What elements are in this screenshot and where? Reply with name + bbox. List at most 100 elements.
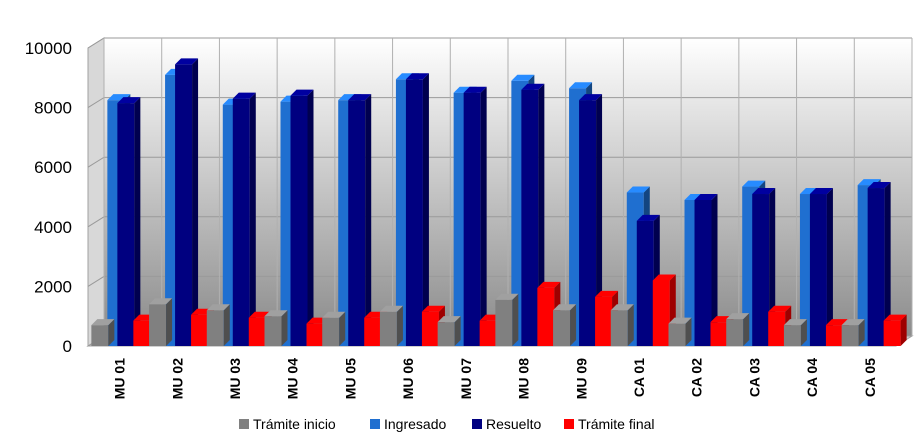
bar-front: [768, 311, 786, 346]
bar-resuelto-ca-03: [752, 188, 776, 346]
bar-tr-mite-inicio-ca-03: [726, 313, 750, 346]
legend-label: Resuelto: [486, 416, 541, 432]
bar-top: [668, 317, 692, 324]
bar-tr-mite-inicio-mu-02: [149, 298, 173, 346]
bar-front: [149, 304, 167, 346]
bar-tr-mite-inicio-ca-04: [783, 319, 807, 346]
bar-front: [248, 317, 266, 346]
bar-top: [579, 94, 603, 101]
bar-resuelto-ca-04: [809, 188, 833, 346]
bar-top: [809, 188, 833, 195]
bar-front: [264, 316, 282, 346]
x-tick-label: MU 09: [573, 358, 589, 399]
x-tick-label: MU 05: [342, 358, 358, 399]
bar-side: [800, 319, 807, 346]
legend-item: Trámite inicio: [239, 416, 336, 432]
legend-label: Ingresado: [384, 416, 446, 432]
bar-side: [422, 73, 429, 346]
bar-top: [595, 290, 619, 297]
y-tick-label: 0: [63, 337, 72, 356]
bar-top: [752, 188, 776, 195]
bar-top: [437, 316, 461, 323]
bar-front: [841, 325, 859, 346]
y-tick-label: 4000: [34, 218, 72, 237]
legend-swatch: [472, 419, 482, 429]
bar-front: [652, 280, 670, 346]
bar-front: [495, 299, 513, 346]
bar-resuelto-mu-05: [348, 94, 372, 347]
bar-tr-mite-inicio-mu-08: [495, 293, 519, 346]
bar-top: [348, 94, 372, 101]
bar-tr-mite-inicio-mu-07: [437, 316, 461, 346]
bar-tr-mite-final-ca-01: [652, 274, 676, 346]
bar-front: [610, 310, 628, 346]
bar-side: [281, 310, 288, 346]
bar-tr-mite-inicio-mu-03: [206, 304, 230, 346]
bar-top: [206, 304, 230, 311]
legend-item: Trámite final: [564, 416, 655, 432]
bar-tr-mite-inicio-ca-02: [668, 317, 692, 346]
bar-side: [627, 304, 634, 346]
bar-front: [306, 323, 324, 346]
bar-tr-mite-inicio-mu-01: [91, 319, 115, 346]
bar-front: [595, 296, 613, 346]
bar-side: [480, 86, 487, 346]
bar-side: [884, 182, 891, 346]
bar-side: [711, 193, 718, 346]
bar-front: [636, 220, 654, 346]
legend-label: Trámite inicio: [253, 416, 336, 432]
bar-side: [249, 92, 256, 346]
bar-top: [742, 180, 766, 187]
bar-top: [537, 281, 561, 288]
bar-top: [694, 193, 718, 200]
bar-side: [166, 298, 173, 346]
bar-front: [379, 311, 397, 346]
bar-front: [726, 319, 744, 346]
bar-front: [405, 79, 423, 346]
bar-front: [537, 287, 555, 346]
bar-top: [867, 182, 891, 189]
x-tick-label: MU 04: [285, 358, 301, 399]
bar-top: [232, 92, 256, 99]
x-tick-label: MU 06: [400, 358, 416, 399]
bar-top: [421, 305, 445, 312]
bar-front: [91, 325, 109, 346]
bar-front: [579, 100, 597, 347]
bar-resuelto-ca-02: [694, 193, 718, 346]
bar-resuelto-mu-04: [290, 89, 314, 347]
x-tick-label: CA 02: [689, 358, 705, 397]
bar-side: [512, 293, 519, 346]
legend-swatch: [239, 419, 249, 429]
bar-tr-mite-inicio-ca-01: [610, 304, 634, 346]
bar-front: [322, 317, 340, 346]
bar-side: [134, 97, 141, 346]
bar-front: [694, 199, 712, 346]
bar-top: [553, 304, 577, 311]
bar-front: [825, 325, 843, 346]
y-tick-label: 10000: [25, 39, 72, 58]
bar-front: [437, 322, 455, 346]
x-tick-label: CA 05: [862, 358, 878, 397]
bar-side: [743, 313, 750, 346]
bar-top: [290, 89, 314, 96]
x-tick-label: MU 02: [169, 358, 185, 399]
legend-item: Resuelto: [472, 416, 541, 432]
bar-tr-mite-inicio-mu-05: [322, 311, 346, 346]
bar-top: [379, 305, 403, 312]
bar-front: [752, 194, 770, 346]
bar-tr-mite-inicio-mu-09: [553, 304, 577, 346]
bar-tr-mite-inicio-ca-05: [841, 319, 865, 346]
legend-swatch: [564, 419, 574, 429]
bar-top: [149, 298, 173, 305]
bar-side: [307, 89, 314, 347]
bar-tr-mite-inicio-mu-06: [379, 305, 403, 346]
bar-tr-mite-final-ca-05: [883, 314, 907, 346]
bar-top: [322, 311, 346, 318]
bar-side: [396, 305, 403, 346]
bar-front: [710, 322, 728, 346]
bar-front: [421, 311, 439, 346]
bar-tr-mite-inicio-mu-04: [264, 310, 288, 346]
bar-front: [175, 64, 193, 346]
bar-resuelto-mu-02: [175, 58, 199, 346]
bar-top: [521, 83, 545, 90]
